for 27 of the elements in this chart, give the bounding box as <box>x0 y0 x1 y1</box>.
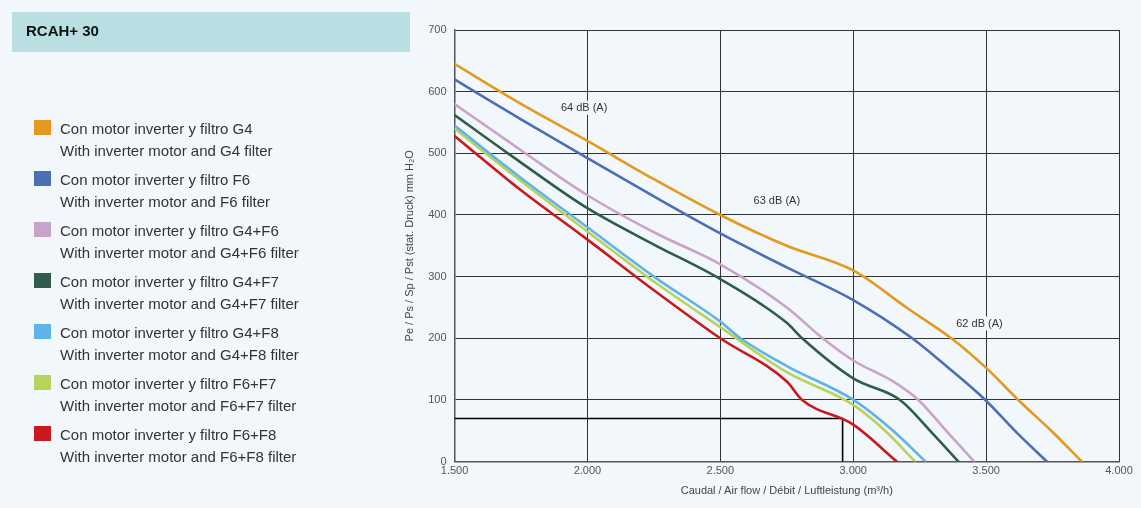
x-axis-title: Caudal / Air flow / Débit / Luftleistung (m³/h) <box>680 484 893 497</box>
x-tick-label: 3.500 <box>972 464 1000 477</box>
x-tick-label: 1.500 <box>440 464 469 477</box>
x-tick-label: 3.000 <box>839 464 867 477</box>
annotation: 62 dB (A) <box>956 316 1003 329</box>
x-tick-label: 4.000 <box>1105 464 1133 477</box>
legend-label: Con motor inverter y filtro F6+F8 With inverter motor and F6+F8 filter <box>60 425 297 467</box>
x-tick-label: 2.000 <box>573 464 602 477</box>
y-tick-label: 500 <box>428 146 447 159</box>
y-tick-label: 700 <box>428 23 447 36</box>
legend-label: Con motor inverter y filtro G4 With inverter motor and G4 filter <box>60 119 273 161</box>
annotation: 64 dB (A) <box>560 100 608 113</box>
text: RCAH+ 30 <box>12 12 410 52</box>
legend-label: Con motor inverter y filtro G4+F6 With inverter motor and G4+F6 filter <box>60 221 299 263</box>
y-tick-label: 400 <box>428 208 447 220</box>
y-axis-title: Pe / Ps / Sp / Pst (stat. Druck) mm H₂O <box>402 149 415 342</box>
y-tick-label: 300 <box>428 269 447 282</box>
y-tick-label: 100 <box>428 392 447 405</box>
legend-label: Con motor inverter y filtro G4+F7 With inverter motor and G4+F7 filter <box>60 272 299 314</box>
y-tick-label: 200 <box>428 331 447 344</box>
legend-label: Con motor inverter y filtro F6+F7 With inverter motor and F6+F7 filter <box>60 374 297 416</box>
legend-label: Con motor inverter y filtro F6 With inverter motor and F6 filter <box>60 170 271 212</box>
legend-label: Con motor inverter y filtro G4+F8 With inverter motor and G4+F8 filter <box>60 323 299 365</box>
x-tick-label: 2.500 <box>706 464 735 477</box>
y-tick-label: 0 <box>440 454 447 467</box>
annotation: 63 dB (A) <box>753 193 801 206</box>
y-tick-label: 600 <box>428 84 447 97</box>
